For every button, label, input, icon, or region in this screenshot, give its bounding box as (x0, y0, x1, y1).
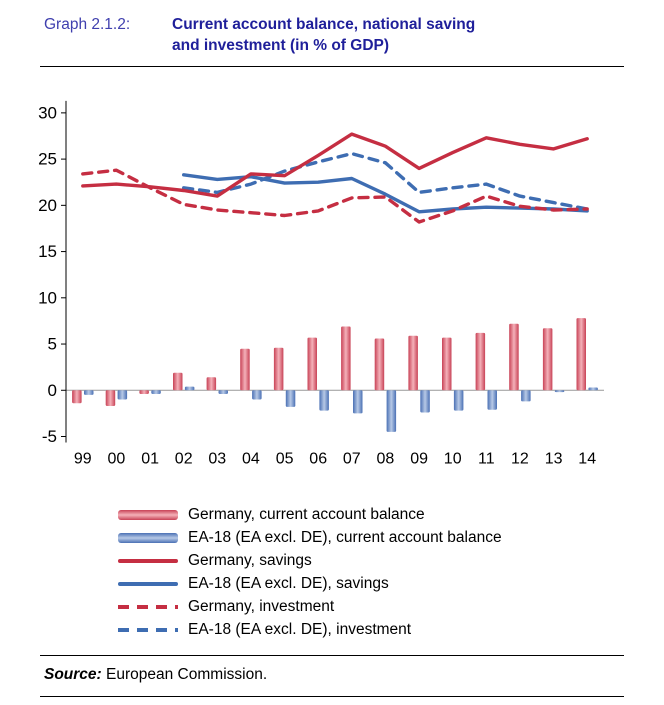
graph-title-line2: and investment (in % of GDP) (172, 37, 390, 54)
legend: Germany, current account balance EA-18 (… (118, 506, 664, 639)
svg-text:14: 14 (578, 451, 596, 468)
svg-text:13: 13 (545, 451, 563, 468)
header-divider (40, 66, 624, 67)
legend-item-ea18-investment: EA-18 (EA excl. DE), investment (118, 621, 664, 639)
source-line: Source: European Commission. (0, 656, 664, 696)
svg-text:02: 02 (175, 451, 193, 468)
legend-label: EA-18 (EA excl. DE), savings (188, 575, 389, 592)
svg-text:03: 03 (208, 451, 226, 468)
svg-text:30: 30 (38, 103, 57, 122)
legend-item-germany-savings: Germany, savings (118, 552, 664, 570)
svg-text:08: 08 (377, 451, 395, 468)
svg-text:0: 0 (48, 381, 57, 400)
legend-item-germany-ca: Germany, current account balance (118, 506, 664, 524)
legend-label: EA-18 (EA excl. DE), investment (188, 621, 412, 638)
svg-text:-5: -5 (42, 427, 57, 446)
svg-text:20: 20 (38, 196, 57, 215)
svg-text:04: 04 (242, 451, 260, 468)
svg-text:07: 07 (343, 451, 361, 468)
svg-text:11: 11 (478, 451, 495, 468)
bottom-divider (40, 696, 624, 697)
svg-text:10: 10 (38, 288, 57, 307)
svg-text:09: 09 (410, 451, 428, 468)
red-dashed-line-swatch-icon (118, 605, 178, 609)
red-line-swatch-icon (118, 559, 178, 563)
legend-label: EA-18 (EA excl. DE), current account bal… (188, 529, 502, 546)
svg-text:99: 99 (74, 451, 92, 468)
svg-text:06: 06 (309, 451, 327, 468)
svg-text:05: 05 (276, 451, 294, 468)
graph-title-line1: Current account balance, national saving (172, 16, 476, 33)
legend-label: Germany, savings (188, 552, 312, 569)
legend-item-germany-investment: Germany, investment (118, 598, 664, 616)
svg-text:01: 01 (141, 451, 159, 468)
blue-bar-swatch-icon (118, 533, 178, 543)
graph-title: Current account balance, national saving… (172, 14, 475, 56)
graph-header: Graph 2.1.2: Current account balance, na… (0, 12, 664, 66)
blue-dashed-line-swatch-icon (118, 628, 178, 632)
legend-item-ea18-savings: EA-18 (EA excl. DE), savings (118, 575, 664, 593)
svg-text:00: 00 (108, 451, 126, 468)
chart-area: -5 0 5 10 15 20 25 30 99 00 01 02 03 04 05 06 07 08 09 10 11… (16, 91, 664, 498)
svg-text:25: 25 (38, 150, 57, 169)
red-bar-swatch-icon (118, 510, 178, 520)
blue-line-swatch-icon (118, 582, 178, 586)
svg-text:12: 12 (511, 451, 529, 468)
legend-item-ea18-ca: EA-18 (EA excl. DE), current account bal… (118, 529, 664, 547)
source-label: Source: (44, 666, 102, 683)
svg-text:10: 10 (444, 451, 462, 468)
source-top-divider (40, 655, 624, 656)
svg-text:15: 15 (38, 242, 57, 261)
svg-text:5: 5 (48, 335, 57, 354)
graph-number-label: Graph 2.1.2: (44, 16, 131, 33)
legend-label: Germany, current account balance (188, 506, 425, 523)
legend-label: Germany, investment (188, 598, 335, 615)
source-text: European Commission. (101, 666, 268, 683)
